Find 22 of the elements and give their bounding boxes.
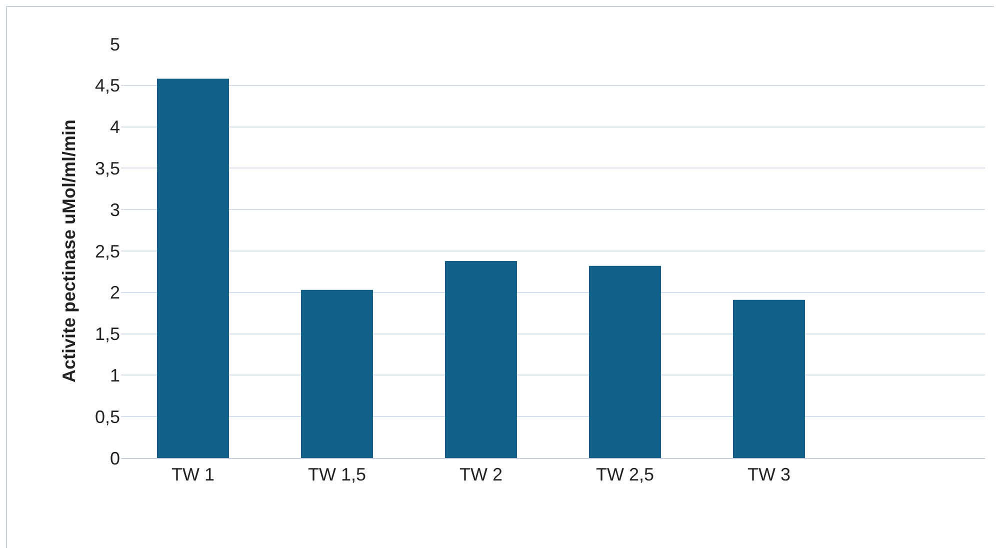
y-tick-label: 0,5 <box>94 406 120 427</box>
y-axis-title: Activite pectinase uMol/ml/min <box>59 119 80 383</box>
bar <box>445 260 517 458</box>
y-tick-label: 2,5 <box>94 241 120 262</box>
x-tick-label: TW 1 <box>172 464 214 485</box>
bar <box>589 266 661 458</box>
x-tick-label: TW 1,5 <box>308 464 366 485</box>
x-tick-label: TW 3 <box>748 464 790 485</box>
y-tick-label: 3,5 <box>94 158 120 178</box>
y-tick-label: 4 <box>110 117 120 138</box>
y-tick-label: 5 <box>110 34 120 54</box>
y-tick-label: 4,5 <box>94 76 120 96</box>
x-tick-label: TW 2 <box>460 464 502 485</box>
bar <box>301 290 373 458</box>
bar <box>157 78 229 458</box>
y-tick-label: 2 <box>110 282 120 303</box>
y-tick-label: 1,5 <box>94 324 120 344</box>
bar <box>733 300 805 458</box>
x-tick-label: TW 2,5 <box>596 464 654 485</box>
y-tick-label: 3 <box>110 200 120 220</box>
y-tick-label: 0 <box>110 448 120 468</box>
y-tick-label: 1 <box>110 366 120 386</box>
